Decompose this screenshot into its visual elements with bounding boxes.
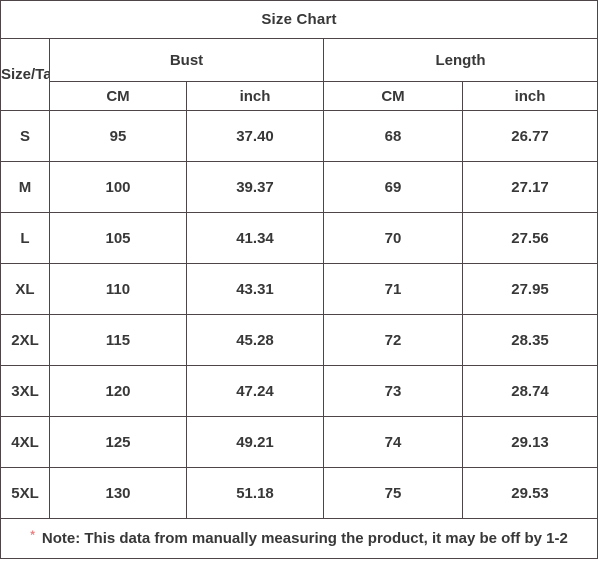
note-row: * Note: This data from manually measuring… bbox=[0, 518, 599, 559]
bust-inch-value: 45.28 bbox=[186, 314, 324, 366]
length-cm-value: 73 bbox=[323, 365, 463, 417]
table-row: 2XL 115 45.28 72 28.35 bbox=[0, 314, 599, 366]
note-text: Note: This data from manually measuring … bbox=[41, 530, 568, 547]
bust-inch-value: 41.34 bbox=[186, 212, 324, 264]
unit-header-length-cm: CM bbox=[323, 81, 463, 111]
asterisk-icon: * bbox=[30, 528, 35, 542]
bust-inch-value: 39.37 bbox=[186, 161, 324, 213]
bust-cm-value: 120 bbox=[49, 365, 187, 417]
bust-cm-value: 105 bbox=[49, 212, 187, 264]
unit-header-length-inch: inch bbox=[461, 81, 599, 111]
unit-header-row: CM inch CM inch bbox=[1, 81, 599, 111]
corner-label: Size/Ta bbox=[0, 38, 50, 111]
length-inch-value: 27.56 bbox=[461, 212, 599, 264]
length-inch-value: 28.74 bbox=[461, 365, 599, 417]
unit-header-bust-inch: inch bbox=[186, 81, 324, 111]
table-row: 4XL 125 49.21 74 29.13 bbox=[0, 416, 599, 468]
length-cm-value: 69 bbox=[323, 161, 463, 213]
length-inch-value: 27.17 bbox=[461, 161, 599, 213]
length-inch-value: 27.95 bbox=[461, 263, 599, 315]
note: * Note: This data from manually measuring… bbox=[0, 518, 599, 559]
length-inch-value: 26.77 bbox=[461, 110, 599, 162]
length-cm-value: 70 bbox=[323, 212, 463, 264]
bust-inch-value: 37.40 bbox=[186, 110, 324, 162]
size-label: XL bbox=[0, 263, 50, 315]
bust-cm-value: 95 bbox=[49, 110, 187, 162]
length-inch-value: 28.35 bbox=[461, 314, 599, 366]
size-label: 2XL bbox=[0, 314, 50, 366]
group-header-bust: Bust bbox=[49, 38, 324, 82]
table-row: L 105 41.34 70 27.56 bbox=[0, 212, 599, 264]
size-label: S bbox=[0, 110, 50, 162]
page-title: Size Chart bbox=[0, 0, 599, 39]
bust-inch-value: 43.31 bbox=[186, 263, 324, 315]
bust-cm-value: 125 bbox=[49, 416, 187, 468]
size-label: 5XL bbox=[0, 467, 50, 519]
size-label: L bbox=[0, 212, 50, 264]
table-row: 3XL 120 47.24 73 28.74 bbox=[0, 365, 599, 417]
size-label: 3XL bbox=[0, 365, 50, 417]
length-inch-value: 29.13 bbox=[461, 416, 599, 468]
length-cm-value: 74 bbox=[323, 416, 463, 468]
length-cm-value: 75 bbox=[323, 467, 463, 519]
table-row: S 95 37.40 68 26.77 bbox=[0, 110, 599, 162]
bust-inch-value: 49.21 bbox=[186, 416, 324, 468]
bust-inch-value: 51.18 bbox=[186, 467, 324, 519]
size-label: M bbox=[0, 161, 50, 213]
unit-header-bust-cm: CM bbox=[49, 81, 187, 111]
bust-cm-value: 130 bbox=[49, 467, 187, 519]
table-row: XL 110 43.31 71 27.95 bbox=[0, 263, 599, 315]
bust-cm-value: 110 bbox=[49, 263, 187, 315]
bust-inch-value: 47.24 bbox=[186, 365, 324, 417]
bust-cm-value: 115 bbox=[49, 314, 187, 366]
title-row: Size Chart bbox=[0, 0, 599, 39]
group-header-row: Size/Ta Bust Length bbox=[0, 38, 599, 111]
table-row: 5XL 130 51.18 75 29.53 bbox=[0, 467, 599, 519]
length-cm-value: 71 bbox=[323, 263, 463, 315]
bust-cm-value: 100 bbox=[49, 161, 187, 213]
group-header-length: Length bbox=[322, 38, 599, 82]
length-cm-value: 72 bbox=[323, 314, 463, 366]
table-row: M 100 39.37 69 27.17 bbox=[0, 161, 599, 213]
length-inch-value: 29.53 bbox=[461, 467, 599, 519]
size-label: 4XL bbox=[0, 416, 50, 468]
length-cm-value: 68 bbox=[323, 110, 463, 162]
